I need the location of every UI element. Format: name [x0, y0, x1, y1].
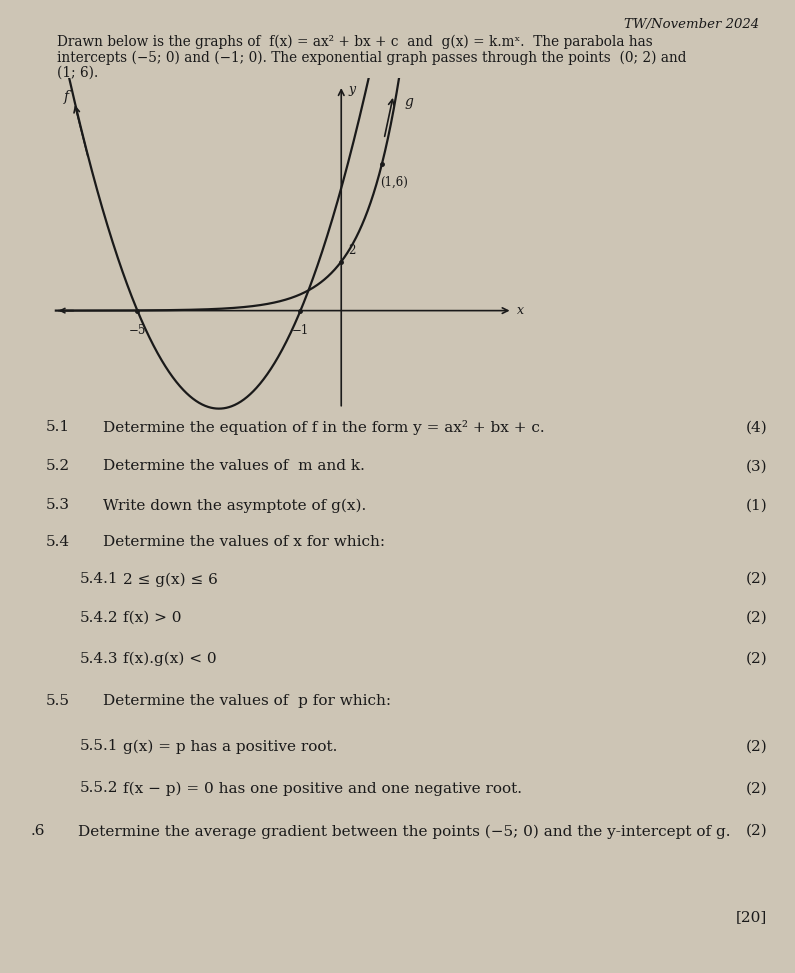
Text: Determine the average gradient between the points (−5; 0) and the y-intercept of: Determine the average gradient between t… — [78, 824, 731, 839]
Text: (1,6): (1,6) — [380, 176, 408, 189]
Text: (2): (2) — [746, 824, 767, 838]
Text: 5.4.2: 5.4.2 — [80, 611, 118, 625]
Text: (1): (1) — [746, 498, 767, 512]
Text: (1; 6).: (1; 6). — [57, 66, 99, 80]
Text: f: f — [64, 90, 69, 104]
Text: Determine the equation of f in the form y = ax² + bx + c.: Determine the equation of f in the form … — [103, 420, 545, 435]
Text: 5.5.2: 5.5.2 — [80, 781, 118, 795]
Text: (2): (2) — [746, 739, 767, 753]
Text: f(x − p) = 0 has one positive and one negative root.: f(x − p) = 0 has one positive and one ne… — [123, 781, 522, 796]
Text: −1: −1 — [292, 324, 309, 337]
Text: (3): (3) — [746, 459, 767, 473]
Text: intercepts (−5; 0) and (−1; 0). The exponential graph passes through the points : intercepts (−5; 0) and (−1; 0). The expo… — [57, 51, 687, 65]
Text: (2): (2) — [746, 652, 767, 666]
Text: (2): (2) — [746, 781, 767, 795]
Text: [20]: [20] — [736, 910, 767, 923]
Text: Drawn below is the graphs of  f(x) = ax² + bx + c  and  g(x) = k.mˣ.  The parabo: Drawn below is the graphs of f(x) = ax² … — [57, 35, 653, 50]
Text: 5.5.1: 5.5.1 — [80, 739, 118, 753]
Text: Determine the values of x for which:: Determine the values of x for which: — [103, 535, 386, 549]
Text: −5: −5 — [129, 324, 146, 337]
Text: x: x — [517, 305, 524, 317]
Text: 2 ≤ g(x) ≤ 6: 2 ≤ g(x) ≤ 6 — [123, 572, 218, 587]
Text: 2: 2 — [348, 243, 356, 257]
Text: 5.1: 5.1 — [46, 420, 70, 434]
Text: y: y — [348, 83, 355, 95]
Text: Determine the values of  m and k.: Determine the values of m and k. — [103, 459, 365, 473]
Text: 5.2: 5.2 — [46, 459, 70, 473]
Text: 5.5: 5.5 — [46, 694, 70, 707]
Text: .6: .6 — [30, 824, 45, 838]
Text: g(x) = p has a positive root.: g(x) = p has a positive root. — [123, 739, 338, 754]
Text: TW/November 2024: TW/November 2024 — [624, 18, 759, 30]
Text: f(x).g(x) < 0: f(x).g(x) < 0 — [123, 652, 217, 667]
Text: Determine the values of  p for which:: Determine the values of p for which: — [103, 694, 391, 707]
Text: 5.4.1: 5.4.1 — [80, 572, 118, 586]
Text: g: g — [405, 95, 413, 109]
Text: (2): (2) — [746, 572, 767, 586]
Text: (4): (4) — [746, 420, 767, 434]
Text: 5.4: 5.4 — [46, 535, 70, 549]
Text: 5.4.3: 5.4.3 — [80, 652, 118, 666]
Text: f(x) > 0: f(x) > 0 — [123, 611, 182, 625]
Text: (2): (2) — [746, 611, 767, 625]
Text: 5.3: 5.3 — [46, 498, 70, 512]
Text: Write down the asymptote of g(x).: Write down the asymptote of g(x). — [103, 498, 366, 513]
